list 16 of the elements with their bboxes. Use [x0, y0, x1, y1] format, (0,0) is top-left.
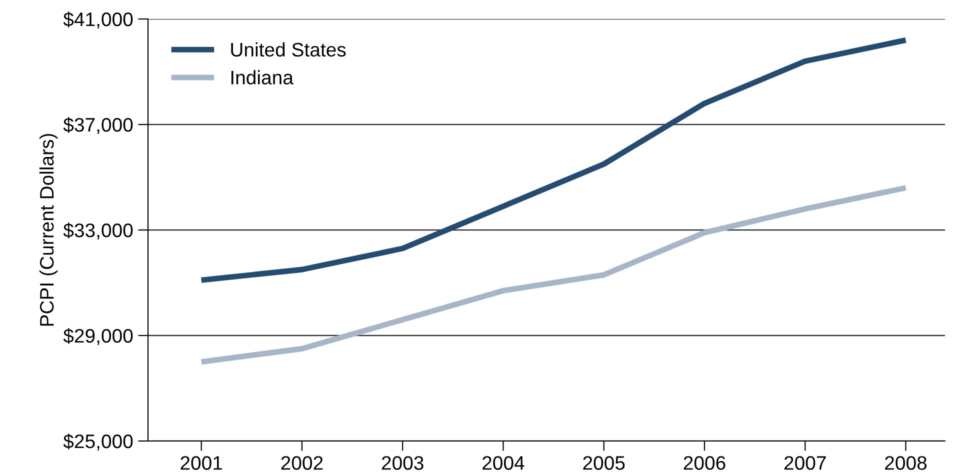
- y-tick-label: $25,000: [63, 434, 133, 451]
- legend-label: Indiana: [231, 70, 294, 84]
- legend-label: United States: [231, 42, 346, 57]
- y-tick-label: $33,000: [63, 222, 133, 240]
- y-tick-label: $37,000: [63, 117, 133, 134]
- x-tick-label: 2006: [684, 456, 726, 470]
- y-tick-label: $29,000: [63, 328, 133, 346]
- x-tick-label: 2002: [281, 456, 323, 470]
- y-tick-label: $41,000: [63, 12, 133, 29]
- x-tick-label: 2008: [885, 456, 927, 470]
- x-tick-label: 2003: [382, 456, 424, 470]
- x-tick-label: 2001: [180, 456, 222, 470]
- x-tick-label: 2007: [784, 456, 826, 470]
- x-tick-label: 2004: [482, 456, 524, 470]
- y-axis-title: PCPI (Current Dollars): [39, 134, 58, 326]
- x-tick-label: 2005: [583, 456, 625, 470]
